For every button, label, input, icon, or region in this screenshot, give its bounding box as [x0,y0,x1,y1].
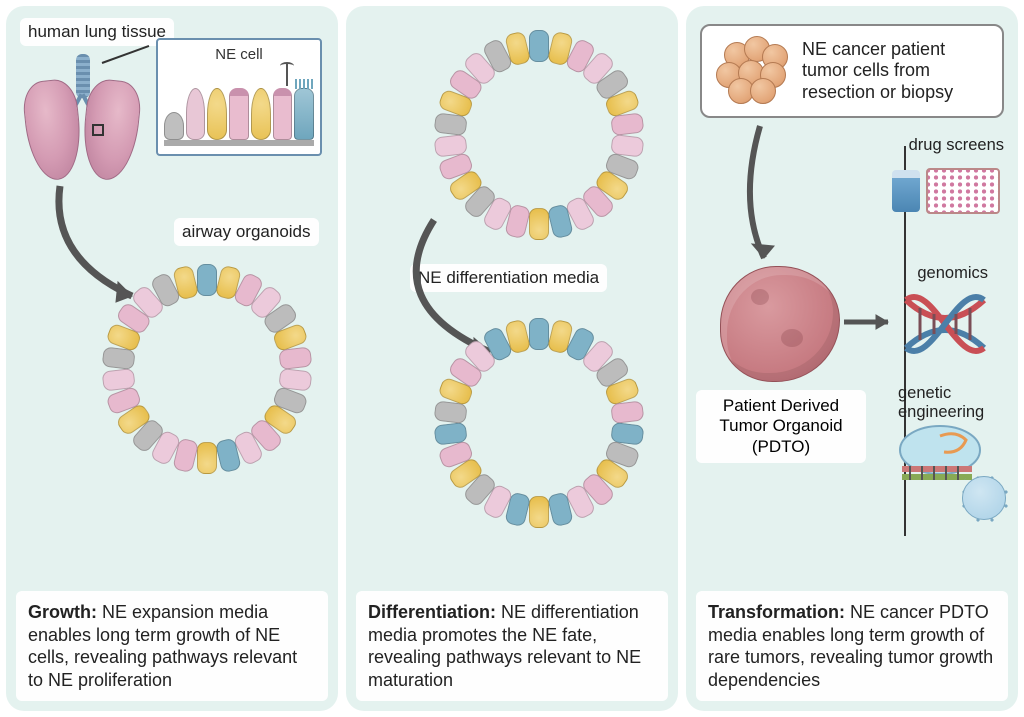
organoid-before-icon [434,30,644,240]
arrow-pdto-to-apps [842,312,902,332]
pdto-label: Patient Derived Tumor Organoid (PDTO) [696,390,866,463]
tumor-source-box: NE cancer patient tumor cells from resec… [700,24,1004,118]
panel-differentiation: NE differentiation media Differentiation… [346,6,678,711]
caption-transformation: Transformation: NE cancer PDTO media ena… [696,591,1008,701]
epithelium-row-icon [164,84,314,146]
label-genomics: genomics [917,264,988,283]
arrow-to-pdto [730,122,790,272]
panel-growth: human lung tissue NE cell airway organoi… [6,6,338,711]
virus-icon [962,476,1006,520]
lungs-icon [22,54,142,184]
label-airway-organoids: airway organoids [174,218,319,246]
panel-transformation: NE cancer patient tumor cells from resec… [686,6,1018,711]
inset-label: NE cell [215,46,263,63]
epithelium-inset: NE cell [156,38,322,156]
drug-screens-icon [892,164,1000,218]
tumor-source-text: NE cancer patient tumor cells from resec… [802,39,990,104]
label-genetic-engineering: genetic engineering [898,384,988,422]
caption-differentiation: Differentiation: NE differentiation medi… [356,591,668,701]
label-lung-tissue: human lung tissue [20,18,174,46]
dna-icon [902,294,988,354]
tumor-cells-icon [714,36,792,106]
label-drug-screens: drug screens [909,136,1004,155]
caption-growth: Growth: NE expansion media enables long … [16,591,328,701]
pdto-icon [720,266,840,382]
organoid-after-icon [434,318,644,528]
airway-organoid-icon [102,264,312,474]
